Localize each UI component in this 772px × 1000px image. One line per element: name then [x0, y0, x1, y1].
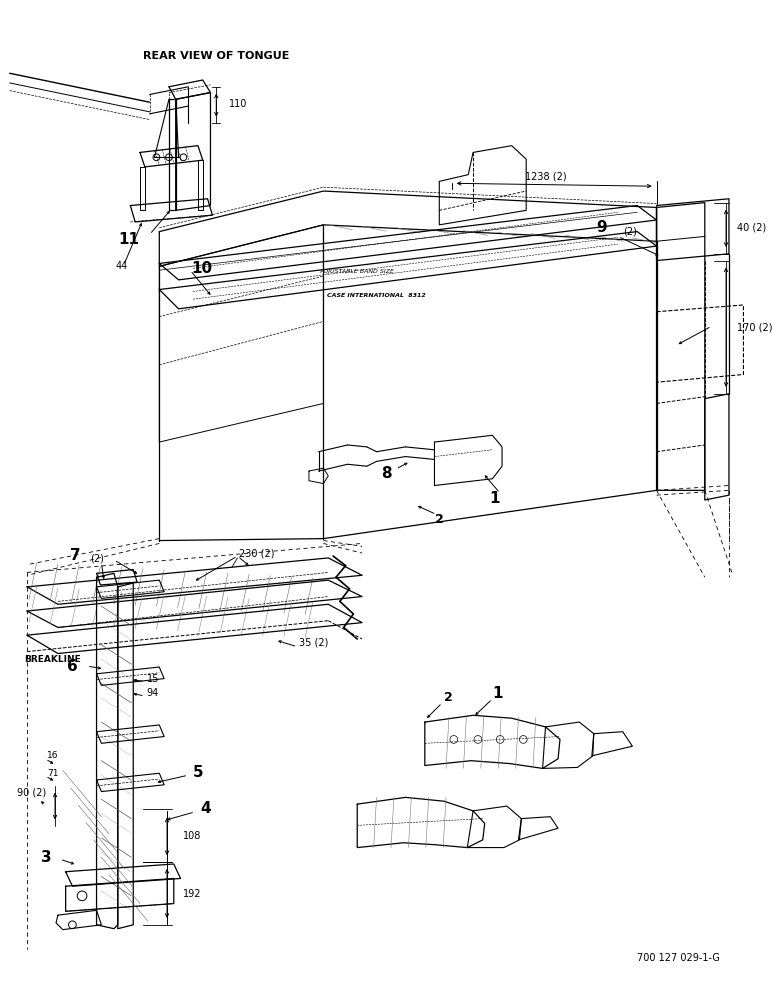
Text: 108: 108 — [184, 831, 201, 841]
Text: 8: 8 — [381, 466, 391, 481]
Text: REAR VIEW OF TONGUE: REAR VIEW OF TONGUE — [143, 51, 290, 61]
Text: 35 (2): 35 (2) — [300, 638, 329, 648]
Text: 2: 2 — [444, 691, 453, 704]
Text: 230 (2): 230 (2) — [239, 548, 275, 558]
Text: 700 127 029-1-G: 700 127 029-1-G — [637, 953, 720, 963]
Text: 7: 7 — [69, 548, 80, 563]
Text: (2): (2) — [623, 227, 637, 237]
Text: 1: 1 — [489, 491, 499, 506]
Text: ADJUSTABLE BAND SIZE: ADJUSTABLE BAND SIZE — [320, 269, 394, 274]
Text: 44: 44 — [116, 261, 128, 271]
Text: 1: 1 — [493, 686, 503, 701]
Text: 110: 110 — [229, 99, 247, 109]
Text: 9: 9 — [597, 220, 608, 235]
Text: 71: 71 — [47, 769, 59, 778]
Text: 2: 2 — [435, 513, 444, 526]
Text: 90 (2): 90 (2) — [18, 788, 46, 798]
Text: 16: 16 — [47, 751, 59, 760]
Text: 192: 192 — [184, 889, 202, 899]
Text: 170 (2): 170 (2) — [736, 322, 772, 332]
Text: 4: 4 — [201, 801, 211, 816]
Text: 3: 3 — [41, 850, 52, 865]
Text: CASE INTERNATIONAL  8312: CASE INTERNATIONAL 8312 — [327, 293, 426, 298]
Text: 40 (2): 40 (2) — [736, 223, 766, 233]
Text: BREAKLINE: BREAKLINE — [24, 655, 81, 664]
Text: 10: 10 — [191, 261, 212, 276]
Text: 94: 94 — [147, 688, 159, 698]
Text: 1238 (2): 1238 (2) — [525, 172, 567, 182]
Text: 6: 6 — [67, 659, 78, 674]
Text: (2): (2) — [90, 554, 103, 564]
Text: 11: 11 — [118, 232, 139, 247]
Text: 5: 5 — [192, 765, 203, 780]
Text: 15: 15 — [147, 674, 159, 684]
